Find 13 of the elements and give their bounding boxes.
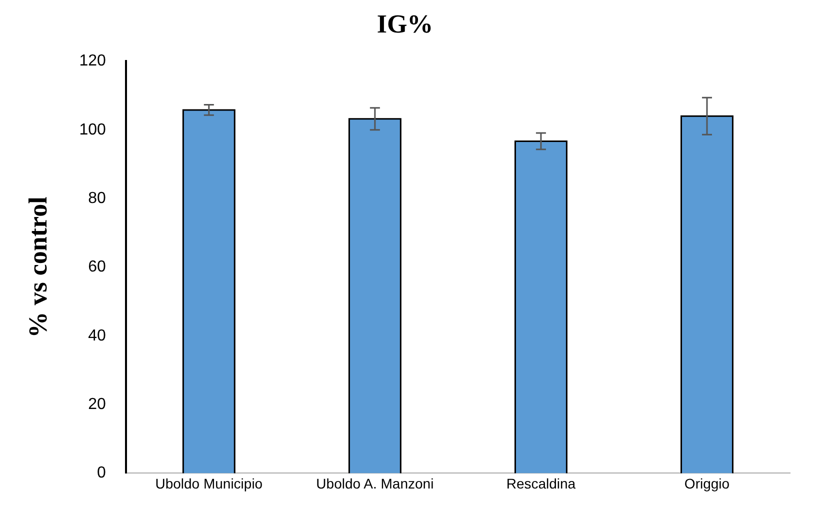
x-tick-label: Origgio <box>684 475 730 492</box>
x-tick-label: Uboldo A. Manzoni <box>316 475 434 492</box>
y-tick-label: 20 <box>88 396 106 413</box>
y-tick-label: 80 <box>88 190 106 207</box>
y-tick-label: 0 <box>96 464 106 482</box>
y-axis-title: % vs control <box>23 196 52 338</box>
y-tick-label: 120 <box>79 52 106 70</box>
y-tick-label: 40 <box>88 327 106 344</box>
y-tick-label: 60 <box>88 258 106 276</box>
x-tick-label: Uboldo Municipio <box>155 475 263 492</box>
y-tick-label: 100 <box>79 121 106 138</box>
chart-title: IG% <box>376 9 434 38</box>
x-tick-label: Rescaldina <box>506 475 576 492</box>
